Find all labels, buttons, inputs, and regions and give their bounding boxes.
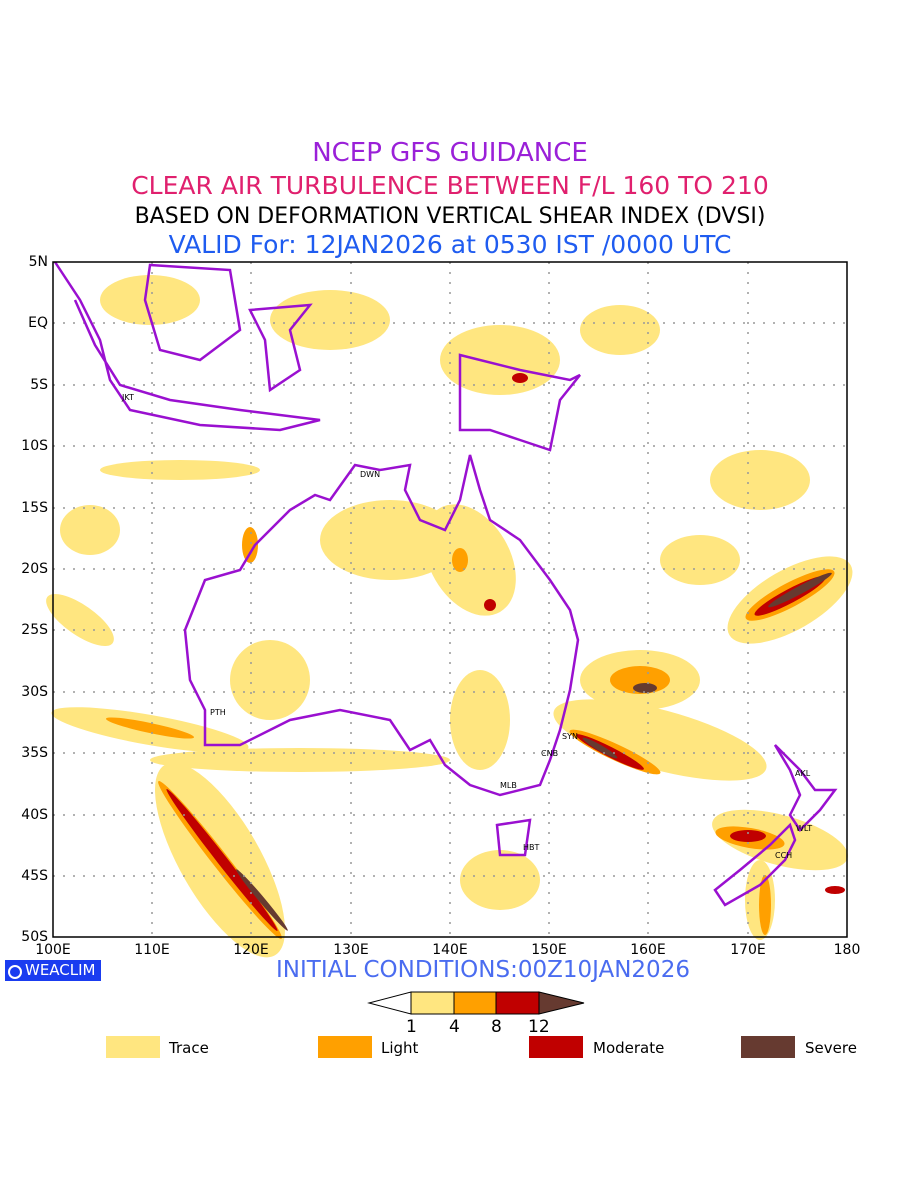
tasmania-coast	[495, 818, 532, 857]
brand-name: WEACLIM	[25, 961, 96, 979]
city-label: CCH	[775, 851, 792, 860]
city-label: JKT	[121, 393, 134, 402]
new-zealand-south-coast	[713, 822, 797, 907]
lon-label: 110E	[134, 942, 170, 958]
legend-swatch-light	[318, 1036, 372, 1058]
lat-label: 20S	[21, 561, 48, 577]
turbulence-severe	[236, 572, 832, 931]
lat-label: 5S	[30, 377, 48, 393]
city-label: MLB	[500, 781, 517, 790]
lat-label: 10S	[21, 438, 48, 454]
title-model: NCEP GFS GUIDANCE	[312, 138, 588, 168]
city-label: CNB	[541, 749, 558, 758]
lat-label: 35S	[21, 745, 48, 761]
legend-label-severe: Severe	[805, 1039, 857, 1057]
title-method: BASED ON DEFORMATION VERTICAL SHEAR INDE…	[134, 204, 766, 229]
copyright-icon	[8, 965, 22, 979]
gridlines	[53, 262, 847, 937]
colorbar-tick: 8	[491, 1017, 502, 1037]
city-label: SYN	[562, 732, 578, 741]
lat-label: 25S	[21, 622, 48, 638]
lat-label: EQ	[28, 315, 48, 331]
lat-label: 40S	[21, 807, 48, 823]
legend-label-moderate: Moderate	[593, 1039, 665, 1057]
lon-label: 160E	[630, 942, 666, 958]
lon-label: 140E	[432, 942, 468, 958]
coastlines	[53, 261, 838, 907]
lon-label: 180	[833, 942, 861, 958]
legend-swatch-moderate	[529, 1036, 583, 1058]
sumatra-java-coast	[53, 261, 321, 432]
lat-label: 30S	[21, 684, 48, 700]
city-label: DWN	[360, 470, 380, 479]
lon-label: 120E	[233, 942, 269, 958]
borneo-coast	[143, 263, 242, 362]
australia-coast	[183, 454, 580, 797]
city-labels: JKT DWN PTH SYN CNB MLB HBT AKL WLT CCH	[121, 393, 812, 860]
plot-frame	[52, 261, 848, 938]
sulawesi-coast	[248, 303, 313, 393]
city-label: PTH	[210, 708, 226, 717]
new-zealand-north-coast	[773, 744, 838, 832]
legend-swatch-severe	[741, 1036, 795, 1058]
city-label: AKL	[795, 769, 811, 778]
title-valid-time: VALID For: 12JAN2026 at 0530 IST /0000 U…	[168, 230, 732, 259]
lon-label: 130E	[333, 942, 369, 958]
lat-label: 5N	[28, 254, 48, 270]
colorbar	[367, 991, 585, 1015]
city-label: HBT	[523, 843, 540, 852]
city-label: WLT	[796, 824, 812, 833]
lat-label: 15S	[21, 500, 48, 516]
colorbar-tick: 1	[406, 1017, 417, 1037]
lat-label: 45S	[21, 868, 48, 884]
title-product: CLEAR AIR TURBULENCE BETWEEN F/L 160 TO …	[131, 171, 769, 200]
initial-conditions: INITIAL CONDITIONS:00Z10JAN2026	[276, 957, 690, 983]
lon-label: 100E	[35, 942, 71, 958]
legend-label-trace: Trace	[169, 1039, 209, 1057]
legend-swatch-trace	[106, 1036, 160, 1058]
legend-label-light: Light	[381, 1039, 419, 1057]
lon-label: 170E	[730, 942, 766, 958]
colorbar-tick: 4	[449, 1017, 460, 1037]
lat-label: 50S	[21, 929, 48, 945]
lon-label: 150E	[531, 942, 567, 958]
weaclim-logo: WEACLIM	[5, 960, 101, 981]
new-guinea-coast	[458, 353, 581, 452]
colorbar-tick: 12	[528, 1017, 550, 1037]
